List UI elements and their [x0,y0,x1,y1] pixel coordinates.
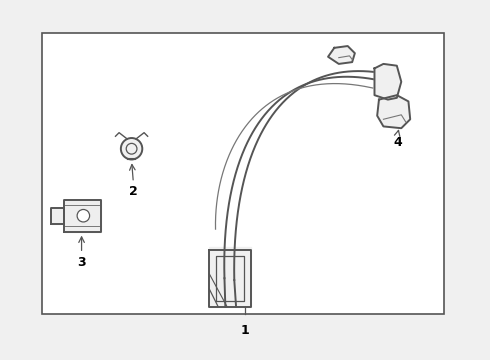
Polygon shape [64,200,101,232]
Polygon shape [328,46,355,64]
Polygon shape [377,95,410,128]
Text: 3: 3 [77,256,86,269]
FancyBboxPatch shape [42,33,444,314]
Text: 1: 1 [241,324,249,337]
Polygon shape [51,208,64,224]
Circle shape [121,138,142,159]
Text: 4: 4 [393,136,402,149]
Circle shape [77,210,90,222]
Text: 2: 2 [129,185,138,198]
Polygon shape [374,64,401,100]
Polygon shape [209,247,251,307]
